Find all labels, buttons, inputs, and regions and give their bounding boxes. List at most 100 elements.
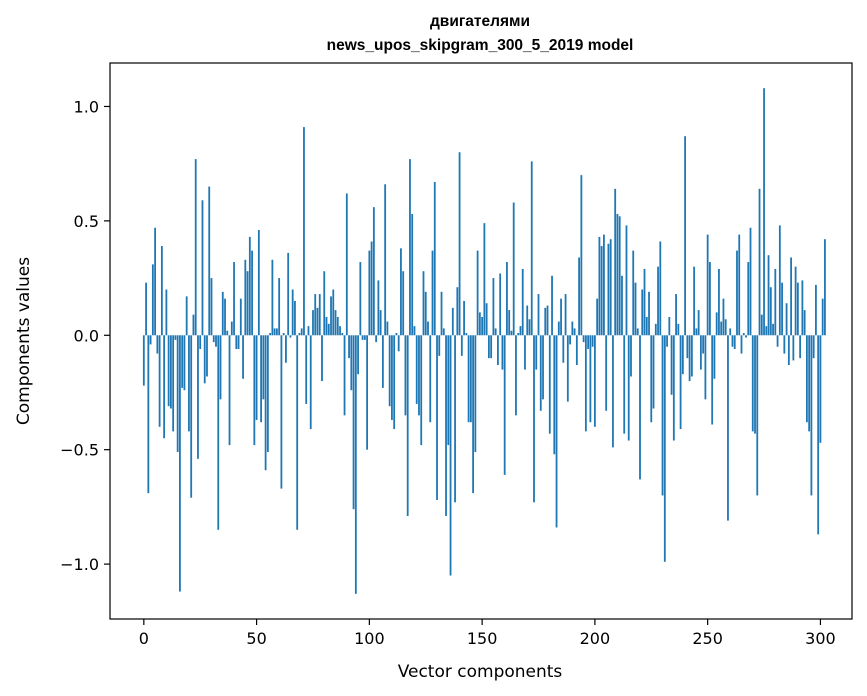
bar xyxy=(287,252,290,336)
bar xyxy=(742,332,745,336)
bar xyxy=(411,214,414,336)
bar xyxy=(499,273,502,336)
bar xyxy=(474,335,477,452)
bar xyxy=(244,259,247,336)
bar xyxy=(607,243,610,336)
bar xyxy=(483,223,486,336)
bar xyxy=(230,321,233,336)
bar xyxy=(503,335,506,475)
bar xyxy=(582,335,585,343)
bar xyxy=(792,335,795,361)
bar xyxy=(343,335,346,416)
bar xyxy=(409,159,411,336)
bar xyxy=(663,335,666,562)
bar xyxy=(677,323,680,336)
bar xyxy=(174,335,177,340)
bar xyxy=(282,332,285,336)
bar xyxy=(485,303,488,336)
bar xyxy=(679,335,682,430)
bar xyxy=(526,305,529,336)
bar xyxy=(316,307,319,336)
bar xyxy=(648,291,650,336)
x-axis-label: Vector components xyxy=(398,662,563,682)
bar xyxy=(163,335,166,439)
bar xyxy=(255,335,258,420)
bar xyxy=(203,335,206,384)
bar xyxy=(219,335,222,400)
bar xyxy=(781,282,783,336)
bar xyxy=(257,230,260,336)
bar xyxy=(460,335,463,356)
bar xyxy=(584,335,587,432)
chart-title: двигателями xyxy=(430,13,530,30)
bar xyxy=(675,294,677,336)
bar xyxy=(562,335,565,363)
bar xyxy=(406,335,409,517)
bar xyxy=(627,335,630,441)
bar xyxy=(149,335,152,345)
bar xyxy=(812,335,815,359)
bar xyxy=(280,335,283,489)
bar xyxy=(215,335,217,347)
bar xyxy=(402,271,405,336)
bar xyxy=(745,335,747,338)
bar xyxy=(395,332,398,336)
bar xyxy=(422,271,425,336)
bar xyxy=(699,335,702,370)
bar xyxy=(379,310,382,336)
bar xyxy=(458,152,461,336)
bar xyxy=(393,335,396,430)
bar xyxy=(327,323,330,336)
bar xyxy=(616,214,619,336)
bar xyxy=(706,234,709,336)
bar xyxy=(736,250,738,336)
bar xyxy=(397,335,400,352)
bar xyxy=(553,335,556,455)
bar xyxy=(262,335,265,400)
bar xyxy=(233,262,235,336)
bar xyxy=(506,262,508,336)
bar xyxy=(151,264,154,336)
bar xyxy=(372,207,375,336)
bar xyxy=(350,335,353,391)
bar xyxy=(325,316,328,336)
bar xyxy=(436,335,438,501)
bar xyxy=(546,305,549,336)
bar xyxy=(693,266,696,336)
bar xyxy=(715,312,718,336)
bar xyxy=(569,335,571,345)
bar xyxy=(228,335,231,446)
bar xyxy=(224,298,226,336)
bar xyxy=(724,319,727,336)
bar xyxy=(433,181,436,336)
bar xyxy=(391,335,393,420)
bar xyxy=(803,310,806,336)
bar xyxy=(787,335,790,366)
bar xyxy=(555,335,558,528)
bar xyxy=(618,216,621,336)
bar xyxy=(711,335,714,425)
bar xyxy=(729,328,732,336)
bar xyxy=(359,262,362,336)
bar xyxy=(720,321,723,336)
bar xyxy=(339,326,341,336)
bar xyxy=(681,335,684,375)
bar xyxy=(269,332,272,336)
bar xyxy=(524,335,526,370)
bar xyxy=(237,335,240,350)
y-tick-label: −1.0 xyxy=(60,555,99,574)
bar xyxy=(366,335,368,450)
bar xyxy=(593,335,596,427)
bar xyxy=(758,188,761,336)
bar xyxy=(548,335,551,434)
bar xyxy=(314,294,317,336)
bar xyxy=(817,335,820,535)
x-axis: 0 50 100 150 200 250 300 xyxy=(139,619,836,648)
bar xyxy=(208,186,211,336)
bar xyxy=(354,335,357,594)
bar xyxy=(352,335,355,510)
bar xyxy=(266,335,269,452)
bar xyxy=(341,332,344,336)
bar xyxy=(528,319,531,336)
bar xyxy=(765,326,768,336)
